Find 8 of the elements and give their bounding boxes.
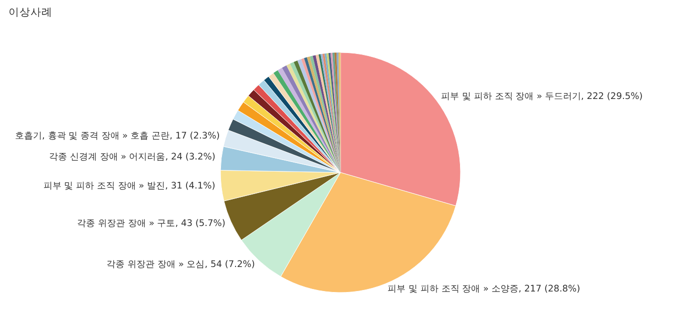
slice-label: 각종 신경계 장애 » 어지러움, 24 (3.2%)	[49, 152, 216, 163]
slice-label: 호흡기, 흉곽 및 종격 장애 » 호흡 곤란, 17 (2.3%)	[15, 131, 220, 142]
slice-label: 각종 위장관 장애 » 오심, 54 (7.2%)	[106, 260, 255, 270]
chart-title: 이상사례	[8, 6, 52, 18]
slice-label: 피부 및 피하 조직 장애 » 발진, 31 (4.1%)	[43, 181, 216, 192]
slice-label: 각종 위장관 장애 » 구토, 43 (5.7%)	[77, 218, 226, 229]
slice-label: 피부 및 피하 조직 장애 » 소양증, 217 (28.8%)	[388, 284, 580, 294]
slice-label: 피부 및 피하 조직 장애 » 두드러기, 222 (29.5%)	[441, 92, 643, 102]
